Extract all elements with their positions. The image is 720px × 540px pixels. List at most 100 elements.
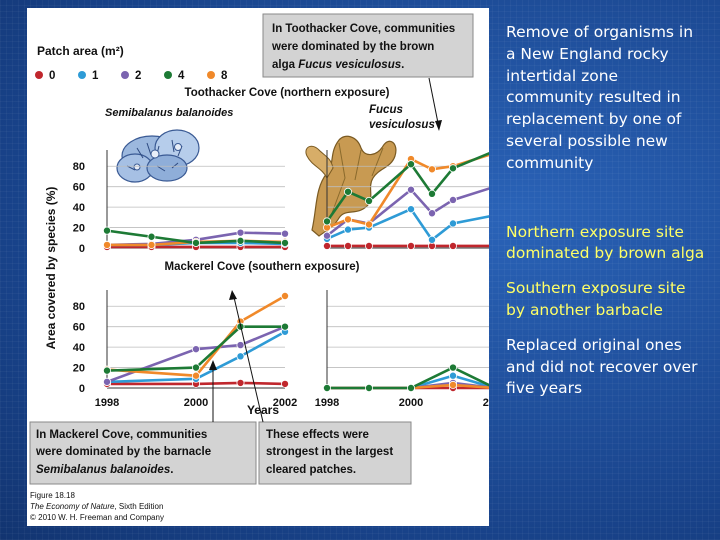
series-line-0: [107, 381, 286, 386]
y-tick-label: 40: [73, 342, 85, 354]
x-axis-label: Years: [247, 403, 279, 417]
semibalanus-label: Semibalanus balanoides: [105, 107, 233, 119]
figure-credit: Figure 18.18 The Economy of Nature, Sixt…: [30, 491, 164, 522]
legend-label-8: 8: [221, 70, 228, 82]
data-point-1: [343, 225, 352, 234]
legend-title: Patch area (m²): [37, 44, 124, 58]
data-point-4: [406, 160, 415, 169]
barnacle-illustration: [116, 129, 200, 183]
plot-toothacker-fucus: [322, 150, 489, 250]
x-tick-label: 2000: [184, 397, 208, 409]
legend-dot-2: [121, 71, 129, 79]
callout-bottom-left-arrowhead: [209, 360, 217, 370]
plot-mackerel-fucus: 1998 2000 2002: [315, 290, 489, 409]
y-tick-label: 60: [73, 322, 85, 334]
data-point-8: [343, 215, 352, 224]
data-point-2: [406, 185, 415, 194]
data-point-0: [322, 241, 331, 250]
y-tick-label: 20: [73, 363, 85, 375]
series-line-4: [106, 325, 285, 372]
legend-label-2: 2: [135, 70, 141, 82]
callout-bottom-right-line-1: These effects were: [266, 429, 369, 441]
callout-top-line-3: alga Fucus vesiculosus.: [272, 59, 404, 71]
y-tick-label: 40: [73, 202, 85, 214]
callout-bottom-left-line-2: were dominated by the barnacle: [35, 446, 211, 458]
data-point-8: [280, 291, 289, 300]
callout-top-line-1: In Toothacker Cove, communities: [272, 23, 455, 35]
data-point-4: [448, 363, 457, 372]
data-point-4: [191, 363, 200, 372]
callout-bottom-right-arrowhead: [229, 290, 237, 300]
data-point-2: [322, 231, 331, 240]
data-point-4: [191, 238, 200, 247]
callout-top: In Toothacker Cove, communities were dom…: [262, 13, 474, 78]
legend-dot-1: [78, 71, 86, 79]
callout-bottom-right-line-2: strongest in the largest: [266, 446, 393, 458]
data-point-8: [103, 240, 112, 249]
legend: 0 1 2 4 8: [35, 70, 228, 82]
data-point-4: [364, 196, 373, 205]
callout-bottom-right: These effects were strongest in the larg…: [258, 421, 412, 485]
fucus-label-line-2: vesiculosus: [369, 119, 435, 131]
data-point-1: [427, 235, 436, 244]
data-point-0: [406, 241, 415, 250]
data-point-2: [427, 209, 436, 218]
fucus-label-line-1: Fucus: [369, 104, 403, 116]
data-point-1: [448, 219, 457, 228]
legend-dot-4: [164, 71, 172, 79]
data-point-0: [280, 379, 289, 388]
data-point-4: [280, 322, 289, 331]
data-point-2: [280, 229, 289, 238]
callout-top-line-2: were dominated by the brown: [271, 41, 434, 53]
callout-bottom-left: In Mackerel Cove, communities were domin…: [29, 421, 257, 485]
data-point-1: [448, 371, 457, 380]
data-point-4: [427, 189, 436, 198]
data-point-1: [406, 205, 415, 214]
credit-line-3: © 2010 W. H. Freeman and Company: [30, 513, 164, 522]
data-point-1: [236, 352, 245, 361]
callout-top-pointer: [428, 77, 440, 129]
data-point-4: [236, 236, 245, 245]
data-point-0: [448, 241, 457, 250]
x-tick-label: 2000: [399, 397, 423, 409]
legend-label-0: 0: [49, 70, 55, 82]
credit-line-1: Figure 18.18: [30, 491, 75, 500]
data-point-8: [427, 165, 436, 174]
legend-dot-8: [207, 71, 215, 79]
callout-bottom-right-line-3: cleared patches.: [266, 464, 356, 476]
data-point-8: [191, 371, 200, 380]
data-point-0: [364, 241, 373, 250]
data-point-2: [191, 345, 200, 354]
x-tick-label: 2002: [273, 397, 297, 409]
data-point-2: [236, 228, 245, 237]
data-point-4: [103, 226, 112, 235]
y-tick-label: 0: [79, 243, 85, 255]
x-tick-label: 2002: [483, 397, 489, 409]
data-point-4: [147, 232, 156, 241]
bullet-3: Southern exposure site by another barbac…: [506, 279, 686, 319]
data-point-8: [364, 220, 373, 229]
bullet-1: Remove of organisms in a New England roc…: [506, 23, 694, 172]
x-tick-label: 1998: [95, 397, 119, 409]
data-point-2: [103, 377, 112, 386]
data-point-4: [364, 383, 373, 392]
data-point-4: [103, 366, 112, 375]
data-point-2: [448, 195, 457, 204]
bullet-2: Northern exposure site dominated by brow…: [506, 222, 705, 263]
data-point-4: [343, 187, 352, 196]
toothacker-title: Toothacker Cove (northern exposure): [185, 87, 390, 99]
x-tick-label: 1998: [315, 397, 339, 409]
mackerel-title: Mackerel Cove (southern exposure): [165, 261, 360, 273]
y-tick-label: 80: [73, 161, 85, 173]
data-point-8: [147, 240, 156, 249]
figure-image: Patch area (m²) 0 1 2 4 8 In Toothacker Cove…: [27, 8, 489, 526]
data-point-2: [236, 341, 245, 350]
data-point-4: [448, 164, 457, 173]
credit-line-2: The Economy of Nature, Sixth Edition: [30, 502, 163, 511]
callout-bottom-left-line-3: Semibalanus balanoides.: [36, 464, 173, 476]
series-line-1: [106, 330, 286, 384]
y-tick-label: 20: [73, 223, 85, 235]
callout-bottom-right-pointer: [232, 292, 264, 423]
callout-top-arrowhead: [435, 120, 442, 131]
legend-label-1: 1: [92, 70, 99, 82]
